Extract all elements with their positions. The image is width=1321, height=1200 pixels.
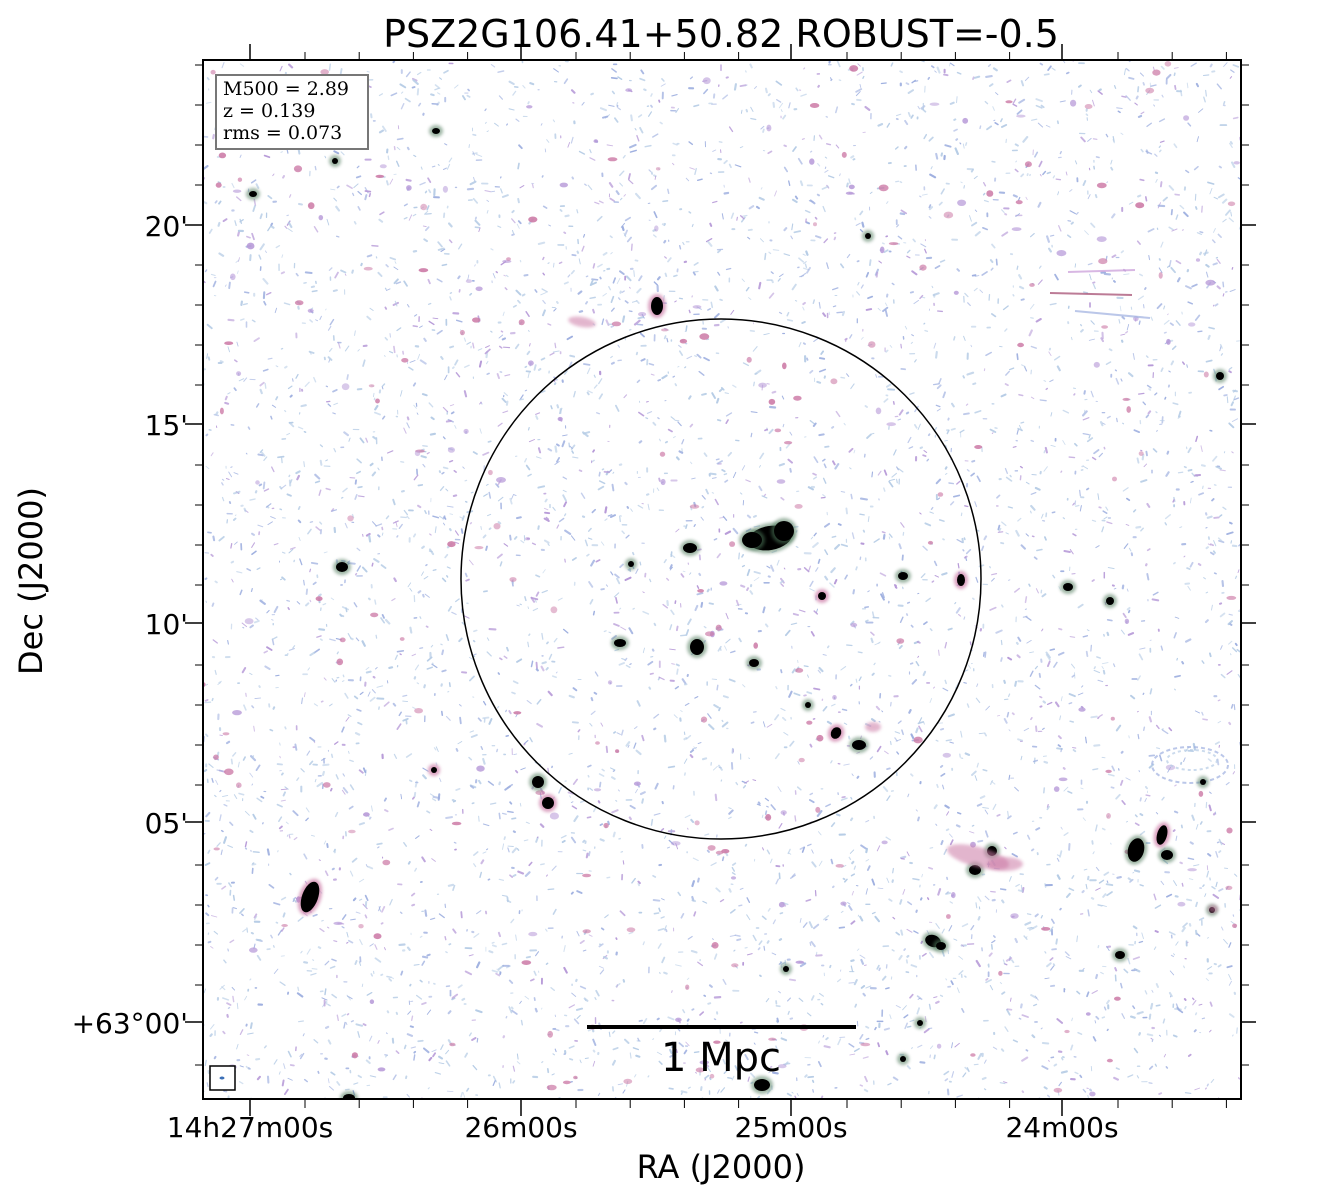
radio-source <box>628 561 634 567</box>
y-axis-label: Dec (J2000) <box>12 487 50 675</box>
info-m500: M500 = 2.89 <box>223 78 349 100</box>
radio-source <box>818 592 826 600</box>
figure-title: PSZ2G106.41+50.82 ROBUST=-0.5 <box>383 12 1059 56</box>
radio-source <box>1200 779 1206 785</box>
radio-source <box>1216 372 1224 380</box>
radio-source <box>431 767 437 773</box>
radio-source <box>805 702 811 708</box>
r500-circle <box>460 318 982 840</box>
radio-source <box>936 942 946 950</box>
radio-source <box>1156 825 1168 845</box>
info-redshift: z = 0.139 <box>223 100 315 122</box>
x-axis-label: RA (J2000) <box>637 1148 806 1186</box>
radio-source <box>249 191 257 197</box>
radio-source <box>683 543 697 553</box>
radio-source <box>332 158 338 164</box>
radio-source <box>754 1079 770 1091</box>
radio-source <box>651 297 663 315</box>
x-tick-label: 26m00s <box>464 1111 577 1144</box>
radio-source <box>742 532 762 548</box>
scale-bar: 1 Mpc <box>587 1025 856 1081</box>
beam-marker <box>209 1065 236 1091</box>
radio-source <box>900 1056 906 1062</box>
info-box: M500 = 2.89 z = 0.139 rms = 0.073 <box>215 74 369 150</box>
radio-source <box>969 865 981 875</box>
axes-frame <box>202 59 1242 1100</box>
radio-source <box>1127 838 1145 862</box>
radio-source <box>852 740 866 750</box>
radio-source <box>1063 583 1073 591</box>
y-tick-label: 10' <box>145 608 188 641</box>
y-tick-label: 15' <box>145 409 188 442</box>
radio-source <box>532 776 544 788</box>
radio-source <box>690 639 704 655</box>
radio-sources <box>246 125 1227 1099</box>
y-tick-label: 05' <box>145 807 188 840</box>
info-rms: rms = 0.073 <box>223 122 342 144</box>
radio-source <box>300 881 320 913</box>
x-tick-labels: 14h27m00s 26m00s 25m00s 24m00s <box>167 1111 1119 1144</box>
radio-source <box>830 727 842 739</box>
radio-source <box>336 562 348 572</box>
plot-area <box>203 60 1241 1099</box>
axis-ticks <box>185 44 1256 1116</box>
radio-source <box>957 574 965 586</box>
x-tick-label: 14h27m00s <box>167 1111 334 1144</box>
y-tick-label: 20' <box>145 210 188 243</box>
x-tick-label: 25m00s <box>734 1111 847 1144</box>
radio-source <box>865 233 871 239</box>
x-tick-label: 24m00s <box>1005 1111 1118 1144</box>
radio-source <box>917 1020 923 1026</box>
radio-source <box>542 797 554 809</box>
y-tick-labels: 20' 15' 10' 05' +63°00' <box>72 210 188 1040</box>
radio-source <box>774 521 794 541</box>
y-tick-label: +63°00' <box>72 1007 188 1040</box>
radio-source <box>1106 597 1114 605</box>
radio-source <box>343 1094 355 1099</box>
radio-source <box>898 572 908 580</box>
radio-source <box>749 659 759 667</box>
scale-bar-label: 1 Mpc <box>661 1035 781 1081</box>
radio-source <box>614 639 626 647</box>
radio-source <box>1161 850 1173 860</box>
radio-source <box>1115 951 1125 959</box>
radio-source <box>783 966 789 972</box>
radio-source <box>432 128 440 134</box>
artifact-streaks <box>1049 269 1229 784</box>
